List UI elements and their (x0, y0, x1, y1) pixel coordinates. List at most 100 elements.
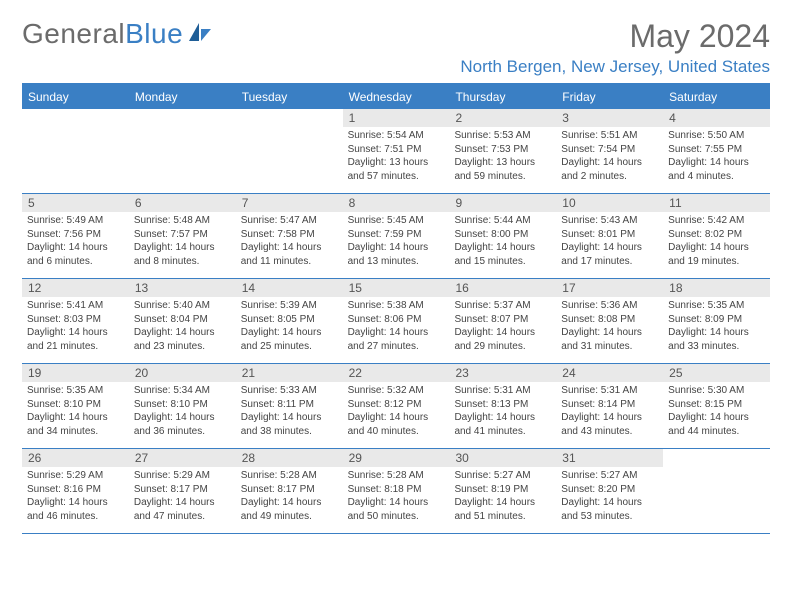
day-cell: 31Sunrise: 5:27 AMSunset: 8:20 PMDayligh… (556, 449, 663, 533)
day-number (663, 449, 770, 467)
day-cell: 18Sunrise: 5:35 AMSunset: 8:09 PMDayligh… (663, 279, 770, 363)
day-number: 12 (22, 279, 129, 297)
day-line: Sunset: 8:17 PM (241, 483, 338, 497)
day-line: and 57 minutes. (348, 170, 445, 184)
day-number: 13 (129, 279, 236, 297)
day-number: 20 (129, 364, 236, 382)
day-number: 15 (343, 279, 450, 297)
day-cell: 9Sunrise: 5:44 AMSunset: 8:00 PMDaylight… (449, 194, 556, 278)
header: GeneralBlue May 2024 (22, 18, 770, 55)
day-line: Daylight: 13 hours (454, 156, 551, 170)
day-line: Sunset: 8:05 PM (241, 313, 338, 327)
day-number: 25 (663, 364, 770, 382)
day-header: Saturday (663, 85, 770, 109)
day-line: Sunrise: 5:44 AM (454, 214, 551, 228)
day-cell: 16Sunrise: 5:37 AMSunset: 8:07 PMDayligh… (449, 279, 556, 363)
day-cell: 3Sunrise: 5:51 AMSunset: 7:54 PMDaylight… (556, 109, 663, 193)
day-line: Sunset: 8:14 PM (561, 398, 658, 412)
logo-sail-icon (187, 18, 213, 50)
day-number: 9 (449, 194, 556, 212)
day-line: and 46 minutes. (27, 510, 124, 524)
day-body: Sunrise: 5:33 AMSunset: 8:11 PMDaylight:… (236, 382, 343, 442)
day-cell: 1Sunrise: 5:54 AMSunset: 7:51 PMDaylight… (343, 109, 450, 193)
day-number (236, 109, 343, 127)
day-line: and 41 minutes. (454, 425, 551, 439)
day-number: 29 (343, 449, 450, 467)
day-line: Sunset: 8:10 PM (27, 398, 124, 412)
day-body: Sunrise: 5:45 AMSunset: 7:59 PMDaylight:… (343, 212, 450, 272)
day-cell: 26Sunrise: 5:29 AMSunset: 8:16 PMDayligh… (22, 449, 129, 533)
day-cell: 21Sunrise: 5:33 AMSunset: 8:11 PMDayligh… (236, 364, 343, 448)
day-line: and 27 minutes. (348, 340, 445, 354)
day-header: Wednesday (343, 85, 450, 109)
day-line: Daylight: 14 hours (27, 411, 124, 425)
day-cell: 25Sunrise: 5:30 AMSunset: 8:15 PMDayligh… (663, 364, 770, 448)
day-line: Sunrise: 5:45 AM (348, 214, 445, 228)
logo-text-blue: Blue (125, 18, 183, 50)
day-number: 30 (449, 449, 556, 467)
day-number: 16 (449, 279, 556, 297)
day-body: Sunrise: 5:41 AMSunset: 8:03 PMDaylight:… (22, 297, 129, 357)
day-line: and 4 minutes. (668, 170, 765, 184)
day-header: Friday (556, 85, 663, 109)
day-line: Sunrise: 5:54 AM (348, 129, 445, 143)
day-number: 27 (129, 449, 236, 467)
day-number: 11 (663, 194, 770, 212)
day-cell: 23Sunrise: 5:31 AMSunset: 8:13 PMDayligh… (449, 364, 556, 448)
day-line: and 53 minutes. (561, 510, 658, 524)
day-line: Sunrise: 5:49 AM (27, 214, 124, 228)
day-body: Sunrise: 5:28 AMSunset: 8:18 PMDaylight:… (343, 467, 450, 527)
day-body: Sunrise: 5:50 AMSunset: 7:55 PMDaylight:… (663, 127, 770, 187)
day-number: 22 (343, 364, 450, 382)
day-line: Sunset: 8:20 PM (561, 483, 658, 497)
day-line: Daylight: 14 hours (241, 241, 338, 255)
location-label: North Bergen, New Jersey, United States (22, 57, 770, 77)
day-body: Sunrise: 5:53 AMSunset: 7:53 PMDaylight:… (449, 127, 556, 187)
day-cell: 4Sunrise: 5:50 AMSunset: 7:55 PMDaylight… (663, 109, 770, 193)
day-line: Sunset: 8:01 PM (561, 228, 658, 242)
day-line: Sunset: 8:00 PM (454, 228, 551, 242)
day-line: Sunset: 7:57 PM (134, 228, 231, 242)
day-line: and 31 minutes. (561, 340, 658, 354)
day-body: Sunrise: 5:28 AMSunset: 8:17 PMDaylight:… (236, 467, 343, 527)
day-line: Sunset: 8:18 PM (348, 483, 445, 497)
day-body: Sunrise: 5:40 AMSunset: 8:04 PMDaylight:… (129, 297, 236, 357)
day-line: Sunrise: 5:27 AM (561, 469, 658, 483)
day-cell: 2Sunrise: 5:53 AMSunset: 7:53 PMDaylight… (449, 109, 556, 193)
day-body (663, 467, 770, 473)
day-body: Sunrise: 5:44 AMSunset: 8:00 PMDaylight:… (449, 212, 556, 272)
day-number: 14 (236, 279, 343, 297)
day-line: and 19 minutes. (668, 255, 765, 269)
logo-text-gray: General (22, 18, 125, 50)
day-line: Daylight: 14 hours (241, 411, 338, 425)
day-line: Daylight: 14 hours (668, 156, 765, 170)
day-line: Sunrise: 5:43 AM (561, 214, 658, 228)
day-line: and 6 minutes. (27, 255, 124, 269)
day-line: Sunset: 8:12 PM (348, 398, 445, 412)
day-line: Sunrise: 5:31 AM (454, 384, 551, 398)
day-cell: 28Sunrise: 5:28 AMSunset: 8:17 PMDayligh… (236, 449, 343, 533)
day-cell: 8Sunrise: 5:45 AMSunset: 7:59 PMDaylight… (343, 194, 450, 278)
day-number: 8 (343, 194, 450, 212)
day-number: 6 (129, 194, 236, 212)
day-cell: 17Sunrise: 5:36 AMSunset: 8:08 PMDayligh… (556, 279, 663, 363)
day-number: 28 (236, 449, 343, 467)
day-number: 18 (663, 279, 770, 297)
day-line: Sunrise: 5:36 AM (561, 299, 658, 313)
day-line: Daylight: 14 hours (454, 411, 551, 425)
week-row: 12Sunrise: 5:41 AMSunset: 8:03 PMDayligh… (22, 279, 770, 364)
day-line: Sunset: 8:02 PM (668, 228, 765, 242)
day-line: Sunset: 8:15 PM (668, 398, 765, 412)
day-line: Sunset: 7:51 PM (348, 143, 445, 157)
day-line: Sunset: 8:07 PM (454, 313, 551, 327)
day-line: and 34 minutes. (27, 425, 124, 439)
day-cell: 7Sunrise: 5:47 AMSunset: 7:58 PMDaylight… (236, 194, 343, 278)
day-line: and 25 minutes. (241, 340, 338, 354)
day-header: Thursday (449, 85, 556, 109)
day-line: and 38 minutes. (241, 425, 338, 439)
day-line: Sunrise: 5:34 AM (134, 384, 231, 398)
day-line: Daylight: 14 hours (561, 326, 658, 340)
day-line: Sunset: 7:54 PM (561, 143, 658, 157)
day-line: Sunrise: 5:35 AM (27, 384, 124, 398)
day-cell: 10Sunrise: 5:43 AMSunset: 8:01 PMDayligh… (556, 194, 663, 278)
